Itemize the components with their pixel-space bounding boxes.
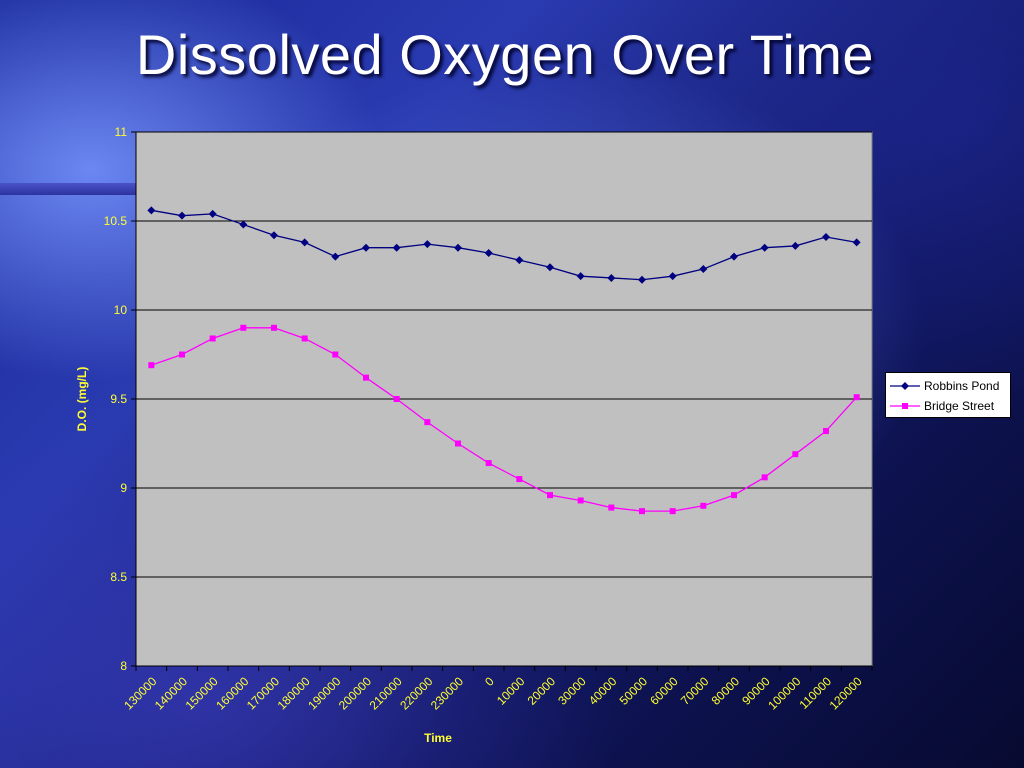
x-tick-label: 10000 [494, 674, 528, 708]
data-point-diamond [484, 249, 493, 258]
data-point-square [577, 497, 584, 504]
legend-label: Bridge Street [924, 399, 995, 413]
data-point-square [608, 504, 615, 511]
x-tick-label: 130000 [121, 674, 159, 712]
legend-item-bridge-street: Bridge Street [890, 397, 1010, 415]
x-tick-label: 190000 [305, 674, 343, 712]
data-point-square [179, 351, 185, 358]
x-axis-title: Time [424, 731, 452, 745]
y-tick-label: 11 [115, 125, 128, 139]
data-point-square [148, 362, 155, 369]
y-tick-label: 10 [114, 303, 128, 317]
data-point-diamond [607, 273, 616, 282]
data-point-diamond [423, 240, 432, 249]
data-point-square [271, 324, 277, 331]
x-tick-label: 230000 [428, 674, 466, 712]
y-axis-title: D.O. (mg/L) [75, 367, 89, 432]
data-point-diamond [699, 265, 708, 274]
data-point-diamond [270, 231, 278, 240]
data-point-square [516, 476, 523, 483]
series-line-robbins-pond [151, 209, 857, 281]
data-point-diamond [515, 256, 524, 265]
data-point-square [240, 324, 247, 331]
data-point-square [393, 396, 400, 402]
data-point-diamond [239, 220, 248, 229]
data-point-square [669, 508, 676, 515]
accent-bar [0, 183, 136, 195]
data-point-square [792, 451, 799, 458]
x-tick-label: 50000 [617, 674, 651, 708]
data-point-diamond [178, 211, 186, 220]
x-tick-label: 180000 [275, 674, 313, 712]
data-point-square [853, 394, 860, 401]
data-point-diamond [208, 209, 217, 218]
x-tick-label: 170000 [244, 674, 282, 712]
data-point-square [485, 460, 492, 467]
data-point-square [700, 502, 707, 509]
data-point-diamond [147, 206, 156, 215]
legend-label: Robbins Pond [924, 379, 1000, 393]
y-tick-label: 10.5 [104, 214, 128, 228]
data-point-square [731, 492, 737, 499]
x-tick-label: 20000 [525, 674, 559, 708]
legend: Robbins Pond Bridge Street [885, 372, 1011, 418]
data-point-square [547, 492, 553, 499]
x-tick-label: 110000 [797, 674, 835, 712]
x-tick-label: 120000 [827, 674, 865, 712]
data-point-square [455, 440, 461, 447]
y-tick-label: 8.5 [110, 570, 127, 584]
data-point-diamond [300, 238, 309, 247]
legend-diamond-marker-icon [890, 382, 920, 390]
data-point-square [209, 335, 216, 342]
legend-square-marker-icon [890, 403, 920, 409]
x-tick-label: 60000 [647, 674, 681, 708]
data-point-diamond [576, 272, 585, 281]
data-point-diamond [454, 243, 462, 252]
x-tick-label: 200000 [336, 674, 374, 712]
x-tick-label: 30000 [555, 674, 589, 708]
y-tick-label: 9.5 [110, 392, 127, 406]
data-point-diamond [331, 252, 340, 261]
data-point-diamond [791, 241, 800, 250]
legend-item-robbins-pond: Robbins Pond [890, 377, 1010, 395]
data-point-diamond [392, 243, 401, 252]
y-tick-label: 9 [120, 481, 127, 495]
data-point-square [363, 374, 369, 381]
data-point-square [761, 474, 768, 481]
data-point-diamond [638, 275, 646, 284]
data-point-square [332, 351, 339, 358]
x-tick-label: 210000 [367, 674, 405, 712]
series-line-bridge-street [151, 327, 858, 512]
data-point-diamond [362, 243, 370, 252]
data-point-diamond [730, 252, 738, 261]
x-tick-label: 140000 [152, 674, 190, 712]
data-point-diamond [852, 238, 861, 247]
data-point-square [823, 428, 829, 435]
data-point-square [424, 419, 431, 426]
x-tick-label: 0 [482, 674, 497, 689]
y-tick-label: 8 [120, 659, 127, 673]
data-point-diamond [546, 263, 554, 272]
x-tick-label: 40000 [586, 674, 620, 708]
x-tick-label: 80000 [709, 674, 743, 708]
x-tick-label: 150000 [183, 674, 221, 712]
x-tick-label: 220000 [397, 674, 435, 712]
data-point-diamond [822, 233, 830, 242]
data-point-square [301, 335, 308, 342]
data-point-diamond [668, 272, 677, 281]
x-tick-label: 100000 [765, 674, 803, 712]
data-point-diamond [760, 243, 769, 252]
data-point-square [639, 508, 645, 515]
slide-title: Dissolved Oxygen Over Time [135, 23, 875, 86]
x-tick-label: 160000 [213, 674, 251, 712]
x-tick-label: 70000 [678, 674, 712, 708]
